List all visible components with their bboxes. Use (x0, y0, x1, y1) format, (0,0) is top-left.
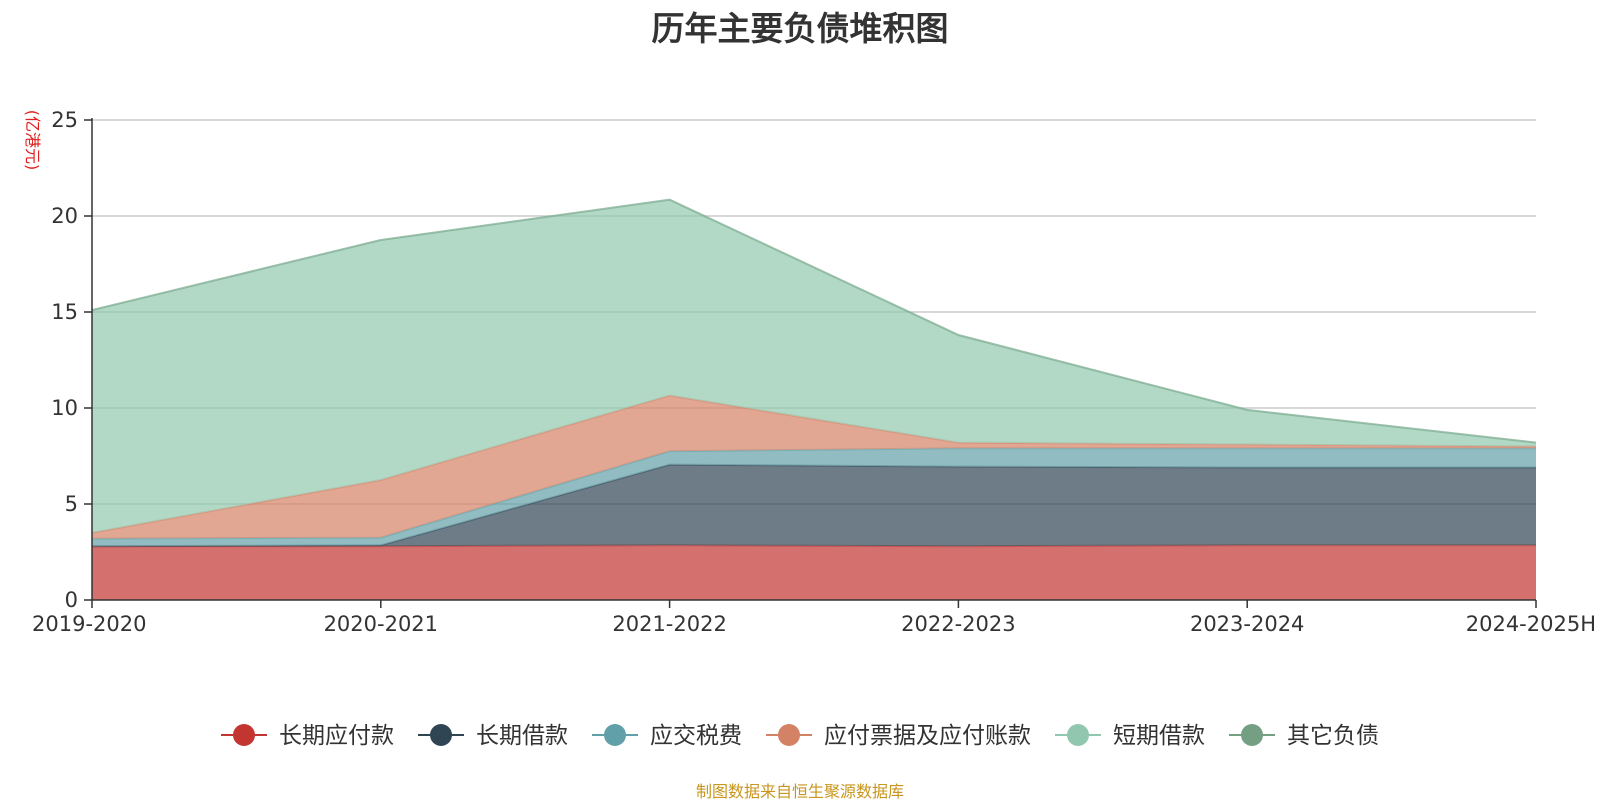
series-line-5 (91, 198, 1537, 444)
x-tick-label-4: 2023-2024 (1190, 612, 1304, 636)
x-tick-label-0: 2019-2020 (32, 612, 146, 636)
legend-label-5: 其它负债 (1287, 723, 1379, 749)
area-series-0 (92, 545, 1536, 600)
area-series-3 (92, 395, 1536, 539)
legend-label-1: 长期借款 (476, 723, 568, 749)
legend-marker-4 (1067, 724, 1089, 746)
legend-item-0[interactable]: 长期应付款 (221, 723, 394, 749)
legend-item-5[interactable]: 其它负债 (1229, 723, 1379, 749)
y-tick-label-15: 15 (51, 300, 78, 324)
x-tick-label-5: 2024-2025H (1466, 612, 1596, 636)
legend[interactable]: 长期应付款 长期借款 应交税费 应付票据及应付账款 短期借款 其它负债 (221, 723, 1379, 749)
y-tick-label-0: 0 (65, 588, 78, 612)
legend-item-4[interactable]: 短期借款 (1055, 723, 1205, 749)
legend-label-2: 应交税费 (650, 723, 742, 749)
y-tick-label-5: 5 (65, 492, 78, 516)
legend-marker-2 (604, 724, 626, 746)
area-series (91, 198, 1537, 600)
legend-marker-5 (1241, 724, 1263, 746)
legend-marker-0 (233, 724, 255, 746)
area-series-2 (92, 448, 1536, 547)
y-tick-label-20: 20 (51, 204, 78, 228)
x-tick-label-2: 2021-2022 (612, 612, 726, 636)
legend-marker-1 (430, 724, 452, 746)
chart-title: 历年主要负债堆积图 (651, 9, 949, 48)
legend-label-0: 长期应付款 (279, 723, 394, 749)
x-tick-label-1: 2020-2021 (324, 612, 438, 636)
area-series-4 (92, 199, 1536, 533)
y-tick-label-25: 25 (51, 108, 78, 132)
axes: 0 5 10 15 20 25 2019-2020 2020-2021 2021-2022 202… (32, 108, 1596, 636)
source-note: 制图数据来自恒生聚源数据库 (695, 782, 904, 801)
x-tick-label-3: 2022-2023 (901, 612, 1015, 636)
legend-label-3: 应付票据及应付账款 (824, 723, 1031, 749)
legend-item-2[interactable]: 应交税费 (592, 723, 742, 749)
y-tick-label-10: 10 (51, 396, 78, 420)
legend-label-4: 短期借款 (1113, 723, 1205, 749)
legend-marker-3 (778, 724, 800, 746)
legend-item-3[interactable]: 应付票据及应付账款 (766, 723, 1031, 749)
legend-item-1[interactable]: 长期借款 (418, 723, 568, 749)
